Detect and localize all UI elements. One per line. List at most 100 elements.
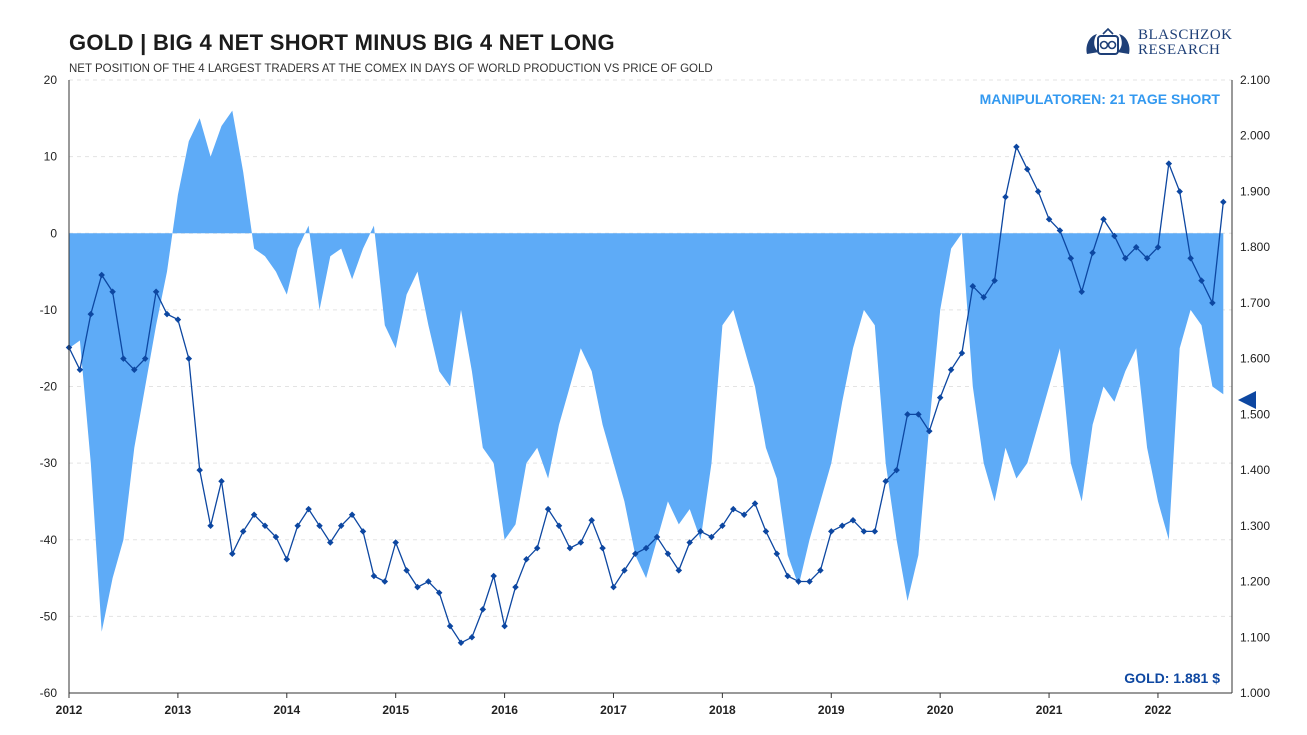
gold-price-point (828, 528, 835, 535)
x-tick-label: 2021 (1036, 703, 1063, 717)
gold-price-point (882, 477, 889, 485)
gold-price-point (664, 550, 672, 557)
gold-price-point (218, 477, 225, 485)
gold-price-point (849, 516, 857, 524)
y-right-tick-label: 1.800 (1240, 240, 1270, 254)
gold-price-point (784, 572, 791, 580)
gold-price-point (599, 544, 606, 552)
gold-price-point (730, 505, 737, 513)
gold-price-point (533, 544, 541, 552)
y-right-tick-label: 2.100 (1240, 73, 1270, 87)
gold-price-point (675, 567, 683, 574)
gold-price-point (817, 567, 824, 574)
gold-price-point (566, 544, 574, 552)
gold-price-point (239, 528, 247, 535)
brand-logo: BLASCHZOK RESEARCH (1083, 26, 1243, 64)
gold-price-point (174, 316, 182, 323)
gold-price-point (468, 634, 476, 641)
gold-price-point (904, 411, 911, 418)
x-tick-label: 2017 (600, 703, 627, 717)
y-right-tick-label: 1.000 (1240, 686, 1270, 700)
gold-price-point (577, 539, 585, 546)
logo-line-1: BLASCHZOK (1138, 27, 1233, 43)
gold-price-point (294, 522, 301, 530)
gold-price-point (947, 366, 955, 374)
gold-price-point (207, 522, 214, 530)
current-price-marker-icon (1238, 391, 1256, 409)
gold-price-line-series (65, 143, 1227, 647)
y-right-tick-label: 1.900 (1240, 184, 1270, 198)
gold-price-point (980, 294, 987, 301)
x-tick-label: 2012 (56, 703, 83, 717)
x-tick-label: 2018 (709, 703, 736, 717)
gold-price-point (838, 522, 846, 530)
right-axis-ticks: 2.100 2.000 1.900 1.800 1.700 1.600 1.500 1.400… (1240, 73, 1270, 700)
net-position-area-series (69, 110, 1224, 632)
gold-price-point (544, 505, 552, 513)
y-right-tick-label: 1.700 (1240, 296, 1270, 310)
left-axis-ticks: 20 10 0 -10 -20 -30 -40 -50 -60 (40, 73, 58, 700)
gold-price-point (860, 528, 868, 535)
y-left-tick-label: 10 (44, 150, 58, 164)
gold-price-point (871, 528, 879, 535)
y-left-tick-label: -60 (40, 686, 58, 700)
chart-axes (68, 80, 1233, 694)
gold-price-point (610, 583, 617, 591)
gold-price-point (893, 466, 900, 474)
gold-price-point (806, 578, 813, 585)
gold-price-point (740, 511, 748, 518)
gold-price-point (283, 556, 291, 563)
y-right-tick-label: 1.600 (1240, 352, 1270, 366)
logo-emblem-icon (1086, 27, 1130, 55)
gold-price-point (403, 567, 410, 574)
gold-price-point (337, 522, 345, 530)
gold-price-point (773, 550, 781, 557)
gold-price-point (359, 528, 367, 535)
gold-price-point (479, 606, 487, 613)
gold-price-point (1034, 188, 1042, 195)
gold-price-point (915, 411, 922, 418)
y-left-tick-label: -20 (40, 380, 58, 394)
gold-price-point (512, 583, 519, 591)
gold-price-point (229, 550, 236, 557)
gold-price-point (588, 516, 595, 524)
gold-price-point (708, 533, 715, 541)
gold-price-point (686, 539, 693, 546)
gold-price-point (1013, 143, 1020, 151)
y-right-tick-label: 1.500 (1240, 407, 1270, 421)
gold-price-point (926, 427, 933, 435)
y-left-tick-label: 20 (44, 73, 58, 87)
gold-price-point (392, 539, 399, 546)
y-right-tick-label: 1.100 (1240, 630, 1270, 644)
y-right-tick-label: 2.000 (1240, 129, 1270, 143)
gold-price-point (632, 550, 639, 557)
gold-price-point (272, 533, 280, 541)
price-annotation: GOLD: 1.881 $ (1124, 670, 1220, 686)
gold-price-point (795, 578, 802, 585)
y-right-tick-label: 1.400 (1240, 463, 1270, 477)
gold-price-point (370, 572, 378, 580)
gold-price-point (414, 583, 421, 591)
x-tick-label: 2020 (927, 703, 954, 717)
gold-price-point (751, 500, 759, 507)
y-left-tick-label: -50 (40, 609, 58, 623)
chart-title: GOLD | BIG 4 NET SHORT MINUS BIG 4 NET L… (69, 30, 615, 55)
gold-price-point (555, 522, 563, 530)
net-position-area (69, 110, 1224, 632)
x-tick-label: 2015 (382, 703, 409, 717)
gold-price-point (762, 528, 770, 535)
gold-price-point (490, 572, 497, 580)
gold-price-point (305, 505, 312, 513)
x-tick-label: 2013 (165, 703, 192, 717)
gold-price-point (250, 511, 258, 518)
gold-price-point (261, 522, 269, 530)
y-right-tick-label: 1.200 (1240, 575, 1270, 589)
gold-price-point (152, 288, 160, 296)
gold-price-point (163, 310, 171, 318)
gold-price-point (991, 277, 998, 284)
gold-price-point (958, 349, 966, 357)
gold-price-point (425, 578, 432, 585)
gold-price-point (185, 355, 193, 362)
gold-price-point (446, 622, 454, 630)
